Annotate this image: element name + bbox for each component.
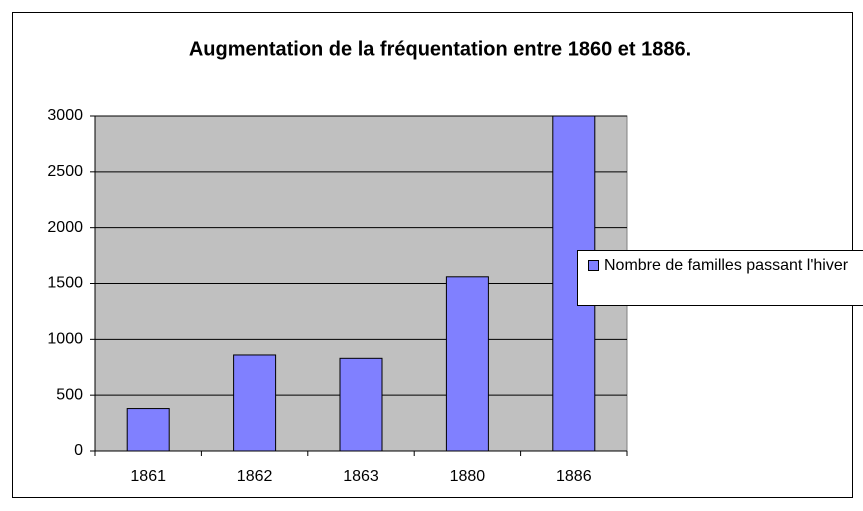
bar <box>126 408 170 452</box>
x-tick-label: 1880 <box>450 468 486 485</box>
x-tick-label: 1861 <box>130 468 166 485</box>
x-tick-label: 1863 <box>343 468 379 485</box>
y-tick-label: 500 <box>56 386 83 403</box>
y-tick-label: 2000 <box>47 219 83 236</box>
y-tick-label: 1500 <box>47 275 83 292</box>
legend-label: Nombre de familles passant l'hiver <box>604 257 849 274</box>
x-tick-label: 1886 <box>556 468 592 485</box>
chart-title: Augmentation de la fréquentation entre 1… <box>189 38 691 60</box>
legend-swatch <box>588 260 599 271</box>
bar <box>339 357 383 452</box>
y-tick-label: 3000 <box>47 107 83 124</box>
x-tick-label: 1862 <box>237 468 273 485</box>
y-tick-label: 2500 <box>47 163 83 180</box>
bar <box>233 354 277 452</box>
legend: Nombre de familles passant l'hiver <box>577 250 863 306</box>
y-tick-label: 0 <box>74 442 83 459</box>
y-tick-label: 1000 <box>47 331 83 348</box>
bar <box>445 276 489 452</box>
